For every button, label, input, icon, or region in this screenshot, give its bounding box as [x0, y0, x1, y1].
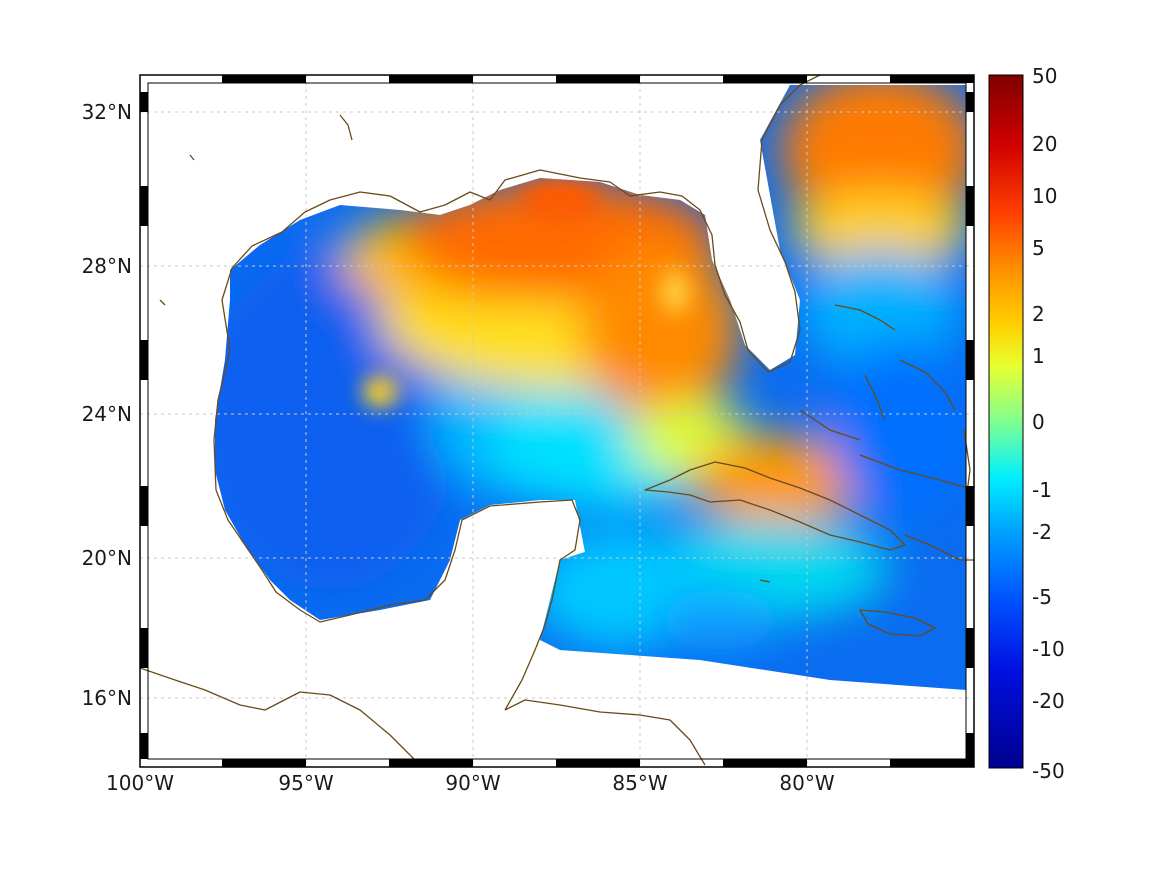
coastline — [140, 75, 974, 766]
data-field — [215, 85, 966, 690]
colorbar-label: 20 — [1032, 132, 1057, 156]
colorbar-label: -20 — [1032, 689, 1065, 713]
lon-label: 85°W — [612, 771, 667, 795]
colorbar-label: -1 — [1032, 478, 1052, 502]
colorbar-label: 10 — [1032, 184, 1057, 208]
colorbar-bar — [988, 74, 1024, 769]
lat-label: 16°N — [82, 686, 132, 710]
latitude-labels: 32°N 28°N 24°N 20°N 16°N — [82, 100, 132, 710]
lon-label: 80°W — [779, 771, 834, 795]
colorbar-label: -5 — [1032, 585, 1052, 609]
colorbar-label: 5 — [1032, 236, 1045, 260]
lon-label: 95°W — [278, 771, 333, 795]
colorbar-label: -2 — [1032, 520, 1052, 544]
colorbar-label: -50 — [1032, 759, 1065, 783]
lat-label: 32°N — [82, 100, 132, 124]
map-frame — [139, 74, 975, 768]
lat-label: 20°N — [82, 546, 132, 570]
lat-label: 28°N — [82, 254, 132, 278]
map-grid — [140, 75, 974, 767]
colorbar: 50 20 10 5 2 1 0 -1 -2 -5 -10 -20 -50 — [988, 64, 1065, 783]
lon-label: 100°W — [106, 771, 174, 795]
colorbar-labels: 50 20 10 5 2 1 0 -1 -2 -5 -10 -20 -50 — [1032, 64, 1065, 783]
colorbar-label: 50 — [1032, 64, 1057, 88]
colorbar-label: 0 — [1032, 410, 1045, 434]
lon-label: 90°W — [445, 771, 500, 795]
colorbar-label: 1 — [1032, 344, 1045, 368]
lat-label: 24°N — [82, 402, 132, 426]
colorbar-label: 2 — [1032, 302, 1045, 326]
colorbar-label: -10 — [1032, 637, 1065, 661]
longitude-labels: 100°W 95°W 90°W 85°W 80°W — [106, 771, 835, 795]
